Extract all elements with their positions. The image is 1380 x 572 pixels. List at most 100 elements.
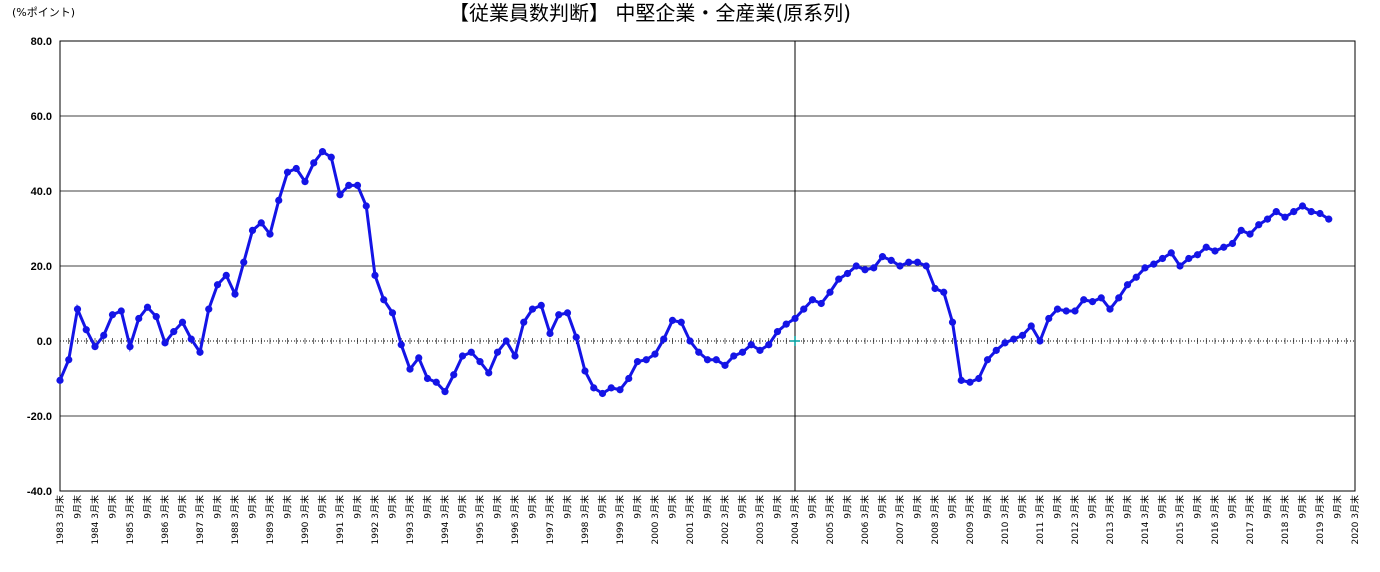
data-point [467, 348, 475, 356]
x-tick-label: 9月末 [72, 495, 84, 519]
x-tick-label: 2018 3月末 [1279, 495, 1291, 545]
data-point [73, 305, 82, 313]
data-point [1088, 298, 1097, 306]
data-point [318, 148, 327, 156]
data-point [1246, 230, 1254, 238]
data-point [791, 314, 799, 323]
x-tick-label: 1990 3月末 [299, 495, 311, 545]
data-point [905, 258, 913, 266]
x-tick-label: 2012 3月末 [1069, 495, 1081, 545]
data-point [817, 299, 825, 308]
data-point [1123, 281, 1132, 289]
data-point [563, 309, 572, 317]
data-point [406, 365, 414, 373]
y-tick-label: -40.0 [27, 486, 52, 498]
x-tick-label: 9月末 [702, 495, 714, 519]
data-point [992, 346, 1000, 354]
x-tick-label: 1998 3月末 [579, 495, 591, 545]
x-tick-label: 1995 3月末 [474, 495, 486, 545]
data-point [1018, 331, 1027, 339]
data-point [213, 281, 222, 289]
x-tick-label: 1991 3月末 [334, 495, 346, 545]
data-point [266, 230, 274, 238]
data-point [432, 378, 440, 386]
x-tick-label: 2007 3月末 [894, 495, 906, 545]
data-point [196, 348, 204, 356]
data-point [301, 178, 309, 186]
x-tick-label: 9月末 [352, 495, 364, 519]
x-tick-label: 9月末 [457, 495, 469, 519]
x-tick-label: 1983 3月末 [54, 495, 66, 545]
data-point [983, 356, 992, 364]
data-point [1071, 307, 1079, 315]
x-tick-label: 1985 3月末 [124, 495, 136, 545]
data-point [948, 318, 957, 326]
x-tick-label: 2017 3月末 [1244, 495, 1256, 545]
data-point [1167, 249, 1175, 257]
data-point [896, 262, 904, 270]
data-point [327, 153, 335, 161]
x-tick-label: 9月末 [842, 495, 854, 519]
data-point [861, 266, 869, 274]
data-point [1281, 213, 1289, 221]
data-point [1185, 254, 1193, 263]
data-point [240, 258, 248, 266]
data-point [931, 284, 939, 293]
x-tick-label: 9月末 [142, 495, 154, 519]
data-point [511, 352, 519, 360]
data-point [187, 335, 195, 343]
data-point [581, 367, 589, 375]
x-tick-label: 2020 3月末 [1349, 495, 1361, 545]
data-point [415, 354, 423, 362]
data-point [1062, 307, 1070, 315]
x-tick-label: 9月末 [527, 495, 539, 519]
data-point [205, 305, 213, 313]
data-point [966, 378, 974, 386]
x-tick-label: 2015 3月末 [1174, 495, 1186, 545]
data-point [283, 168, 292, 176]
data-point [502, 337, 510, 345]
data-point [1263, 215, 1272, 223]
x-tick-label: 9月末 [1332, 495, 1344, 519]
data-point [310, 159, 318, 167]
data-point [1001, 339, 1009, 347]
data-point [913, 258, 922, 266]
data-point [1097, 294, 1105, 302]
x-tick-label: 9月末 [632, 495, 644, 519]
x-tick-label: 9月末 [772, 495, 784, 519]
x-tick-label: 9月末 [317, 495, 329, 519]
data-point [292, 164, 300, 173]
x-tick-label: 9月末 [1227, 495, 1239, 519]
data-point [397, 341, 405, 349]
x-tick-label: 1986 3月末 [159, 495, 171, 545]
data-point [528, 305, 537, 313]
data-point [371, 271, 379, 279]
x-tick-label: 2000 3月末 [649, 495, 661, 545]
data-point [572, 333, 580, 341]
data-point [222, 271, 230, 279]
data-point [1307, 208, 1315, 216]
data-point [782, 320, 790, 328]
data-point [1150, 260, 1158, 268]
data-point [231, 290, 239, 298]
x-tick-label: 9月末 [492, 495, 504, 519]
data-point [1176, 262, 1184, 270]
data-point [108, 311, 117, 319]
data-point [607, 384, 615, 392]
x-tick-label: 1987 3月末 [194, 495, 206, 545]
data-point [1010, 335, 1018, 343]
data-point [178, 318, 187, 326]
y-tick-label: 80.0 [31, 36, 52, 48]
data-point [1106, 305, 1114, 313]
x-tick-label: 2002 3月末 [719, 495, 731, 545]
x-tick-label: 9月末 [667, 495, 679, 519]
chart-title: 【従業員数判断】 中堅企業・全産業(原系列) [449, 1, 851, 25]
x-tick-label: 9月末 [1262, 495, 1274, 519]
x-tick-label: 1999 3月末 [614, 495, 626, 545]
data-point [712, 356, 720, 364]
x-tick-label: 2019 3月末 [1314, 495, 1326, 545]
data-point [870, 264, 878, 272]
y-tick-label: 20.0 [31, 261, 52, 273]
data-point [380, 296, 388, 304]
